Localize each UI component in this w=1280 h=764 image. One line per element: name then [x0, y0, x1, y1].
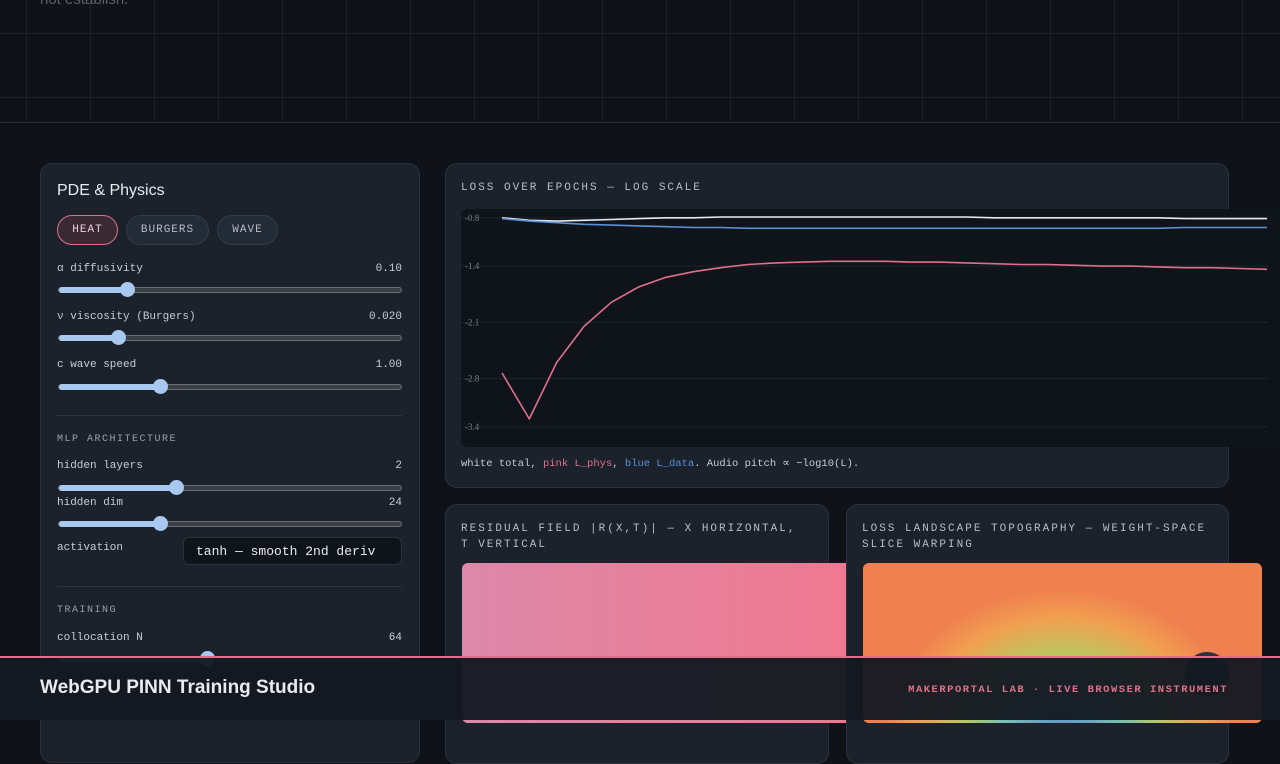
param-label: hidden dim: [57, 497, 124, 509]
loss-line: [501, 217, 1267, 230]
panel-title: LOSS LANDSCAPE TOPOGRAPHY — WEIGHT-SPACE…: [862, 523, 1207, 551]
panel-title: LOSS OVER EPOCHS — LOG SCALE: [461, 182, 702, 194]
caption-pink: pink L_phys: [543, 458, 612, 470]
param-value: 2: [395, 460, 402, 472]
chart-caption: white total, pink L_phys, blue L_data. A…: [461, 457, 859, 470]
slider[interactable]: [58, 379, 402, 394]
equation-button[interactable]: WAVE: [217, 215, 278, 245]
select-text: tanh — smooth 2nd deriv: [196, 544, 376, 559]
footer-title: WebGPU PINN Training Studio: [40, 677, 316, 698]
caption-text: ,: [612, 458, 625, 470]
param-label: ν viscosity (Burgers): [57, 311, 196, 323]
caption-text: white: [461, 458, 499, 470]
divider: [57, 415, 402, 416]
equation-button[interactable]: HEAT: [57, 215, 118, 245]
param-label: collocation N: [57, 632, 143, 644]
param-value: 1.00: [375, 359, 402, 371]
y-tick-label: -3.4: [465, 422, 480, 432]
panel-title: PDE & Physics: [57, 182, 165, 199]
slider[interactable]: [58, 330, 402, 345]
y-tick-label: -2.8: [465, 374, 480, 384]
caption-text: total: [498, 458, 531, 470]
caption-blue: blue L_data: [625, 458, 694, 470]
param-label: α diffusivity: [57, 263, 143, 275]
footer: [0, 656, 1280, 720]
section-title: MLP ARCHITECTURE: [57, 434, 178, 445]
param-value: 24: [388, 497, 402, 509]
slider[interactable]: [58, 480, 402, 495]
plot-bg: [461, 209, 1280, 447]
param-value: 0.10: [375, 263, 402, 275]
y-tick-label: -2.1: [465, 317, 479, 327]
caption-text: . Audio pitch ∝ −log10(L).: [694, 458, 860, 470]
equation-button[interactable]: BURGERS: [126, 215, 209, 245]
caption-text: blue: [624, 458, 657, 470]
top-grid: [0, 0, 1280, 123]
param-label: c wave speed: [57, 359, 137, 371]
panel-title: RESIDUAL FIELD |R(X,T)| — X HORIZONTAL, …: [461, 523, 797, 551]
loss-chart: -0.8 -1.4 -2.1 -2.8 -3.4: [461, 213, 1268, 432]
param-label: hidden layers: [57, 460, 143, 472]
loss-line: [501, 260, 1268, 420]
y-tick-label: -1.4: [465, 261, 480, 271]
section-title: TRAINING: [57, 605, 118, 616]
activation-select[interactable]: tanh — smooth 2nd deriv: [183, 537, 402, 565]
param-value: 64: [388, 632, 402, 644]
slider[interactable]: [58, 516, 402, 531]
header-fragment: not establish.: [40, 0, 128, 8]
footer-tagline: MAKERPORTAL LAB · LIVE BROWSER INSTRUMEN…: [908, 684, 1228, 696]
slider[interactable]: [58, 282, 402, 297]
caption-text: ,: [530, 458, 543, 470]
caption-text: L_phys: [574, 458, 613, 470]
param-label: activation: [57, 542, 124, 554]
loss-line: [501, 216, 1267, 222]
caption-text: L_data: [656, 458, 695, 470]
param-value: 0.020: [368, 311, 402, 323]
y-tick-label: -0.8: [465, 213, 480, 223]
divider: [57, 586, 402, 587]
caption-text: pink: [542, 458, 575, 470]
